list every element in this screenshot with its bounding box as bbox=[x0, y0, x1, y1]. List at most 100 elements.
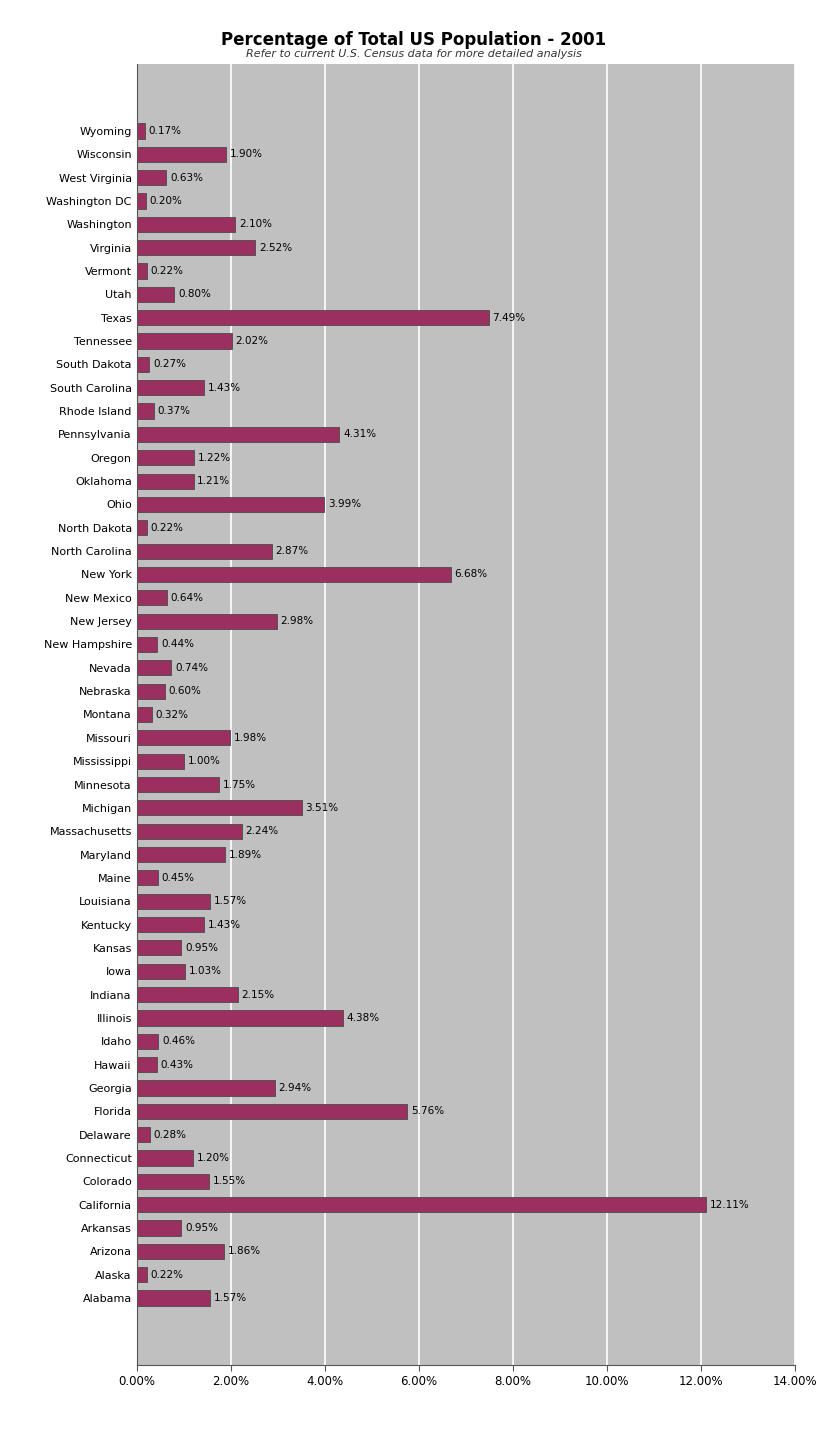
Text: 2.15%: 2.15% bbox=[241, 989, 275, 999]
Bar bbox=[136, 380, 203, 396]
Text: 7.49%: 7.49% bbox=[492, 313, 525, 323]
Bar bbox=[136, 1080, 275, 1096]
Bar bbox=[136, 403, 154, 419]
Bar bbox=[136, 1243, 224, 1259]
Bar bbox=[136, 660, 171, 676]
Bar bbox=[136, 777, 218, 792]
Text: 1.03%: 1.03% bbox=[189, 966, 222, 976]
Bar bbox=[136, 263, 146, 279]
Bar bbox=[136, 497, 324, 512]
Bar bbox=[136, 893, 210, 909]
Text: 0.27%: 0.27% bbox=[153, 360, 186, 370]
Text: 3.51%: 3.51% bbox=[305, 803, 338, 813]
Text: Percentage of Total US Population - 2001: Percentage of Total US Population - 2001 bbox=[221, 31, 606, 50]
Text: 1.75%: 1.75% bbox=[222, 780, 256, 789]
Bar bbox=[136, 450, 194, 466]
Text: 1.90%: 1.90% bbox=[229, 150, 262, 160]
Bar bbox=[136, 357, 149, 372]
Text: 0.45%: 0.45% bbox=[161, 873, 194, 883]
Bar bbox=[136, 567, 450, 582]
Text: 0.22%: 0.22% bbox=[151, 266, 184, 276]
Text: 0.43%: 0.43% bbox=[160, 1059, 194, 1069]
Text: 1.00%: 1.00% bbox=[187, 756, 220, 766]
Text: 0.22%: 0.22% bbox=[151, 1269, 184, 1279]
Text: 2.10%: 2.10% bbox=[239, 220, 272, 230]
Text: 2.87%: 2.87% bbox=[275, 546, 308, 556]
Text: 4.38%: 4.38% bbox=[346, 1013, 379, 1023]
Bar bbox=[136, 1010, 342, 1026]
Text: 1.43%: 1.43% bbox=[208, 383, 241, 393]
Bar bbox=[136, 1150, 193, 1166]
Bar bbox=[136, 287, 174, 302]
Bar bbox=[136, 520, 146, 536]
Bar bbox=[136, 123, 145, 139]
Bar bbox=[136, 963, 184, 979]
Bar bbox=[136, 1057, 156, 1072]
Text: 2.98%: 2.98% bbox=[280, 616, 313, 626]
Bar bbox=[136, 1173, 209, 1189]
Bar bbox=[136, 217, 235, 231]
Text: 0.28%: 0.28% bbox=[153, 1129, 186, 1139]
Bar bbox=[136, 1290, 210, 1306]
Bar bbox=[136, 707, 151, 722]
Bar bbox=[136, 753, 184, 769]
Text: Refer to current U.S. Census data for more detailed analysis: Refer to current U.S. Census data for mo… bbox=[246, 49, 581, 59]
Text: 4.31%: 4.31% bbox=[342, 430, 375, 440]
Bar bbox=[136, 637, 157, 652]
Text: 1.98%: 1.98% bbox=[233, 733, 266, 743]
Text: 1.43%: 1.43% bbox=[208, 919, 241, 929]
Text: 1.55%: 1.55% bbox=[213, 1176, 246, 1186]
Text: 0.46%: 0.46% bbox=[162, 1036, 195, 1046]
Text: 6.68%: 6.68% bbox=[454, 570, 487, 580]
Bar bbox=[136, 1268, 146, 1282]
Text: 0.60%: 0.60% bbox=[169, 686, 201, 696]
Bar bbox=[136, 683, 165, 699]
Text: 2.24%: 2.24% bbox=[246, 826, 279, 836]
Bar bbox=[136, 193, 146, 209]
Text: 1.21%: 1.21% bbox=[197, 476, 230, 486]
Bar bbox=[136, 240, 255, 256]
Text: 2.94%: 2.94% bbox=[278, 1083, 311, 1093]
Bar bbox=[136, 1033, 158, 1049]
Bar bbox=[136, 310, 488, 326]
Bar bbox=[136, 800, 301, 816]
Bar bbox=[136, 1198, 705, 1212]
Text: 1.86%: 1.86% bbox=[227, 1246, 261, 1256]
Text: 0.63%: 0.63% bbox=[170, 173, 203, 183]
Bar bbox=[136, 473, 194, 489]
Bar bbox=[136, 333, 232, 349]
Text: 0.22%: 0.22% bbox=[151, 523, 184, 533]
Bar bbox=[136, 543, 271, 559]
Bar bbox=[136, 823, 241, 839]
Text: 12.11%: 12.11% bbox=[709, 1199, 748, 1209]
Text: 3.99%: 3.99% bbox=[327, 500, 361, 510]
Text: 0.95%: 0.95% bbox=[184, 1223, 218, 1233]
Bar bbox=[136, 1103, 407, 1119]
Bar bbox=[136, 147, 226, 161]
Text: 1.20%: 1.20% bbox=[197, 1153, 230, 1163]
Bar bbox=[136, 427, 339, 442]
Text: 0.44%: 0.44% bbox=[161, 640, 194, 649]
Text: 0.80%: 0.80% bbox=[178, 290, 211, 300]
Text: 0.95%: 0.95% bbox=[184, 943, 218, 953]
Text: 0.37%: 0.37% bbox=[158, 406, 190, 416]
Bar bbox=[136, 987, 237, 1002]
Bar bbox=[136, 847, 225, 862]
Bar bbox=[136, 613, 276, 629]
Text: 2.52%: 2.52% bbox=[259, 243, 292, 253]
Bar bbox=[136, 170, 166, 186]
Text: 0.20%: 0.20% bbox=[150, 196, 183, 206]
Bar bbox=[136, 730, 229, 746]
Text: 0.17%: 0.17% bbox=[148, 126, 181, 136]
Text: 1.57%: 1.57% bbox=[214, 1293, 247, 1303]
Text: 2.02%: 2.02% bbox=[235, 336, 268, 346]
Bar bbox=[136, 1127, 150, 1142]
Bar bbox=[136, 590, 166, 606]
Bar bbox=[136, 917, 203, 932]
Text: 1.22%: 1.22% bbox=[198, 453, 231, 463]
Text: 1.89%: 1.89% bbox=[229, 849, 262, 859]
Text: 5.76%: 5.76% bbox=[411, 1106, 444, 1116]
Bar bbox=[136, 870, 158, 886]
Bar bbox=[136, 940, 181, 956]
Bar bbox=[136, 1220, 181, 1236]
